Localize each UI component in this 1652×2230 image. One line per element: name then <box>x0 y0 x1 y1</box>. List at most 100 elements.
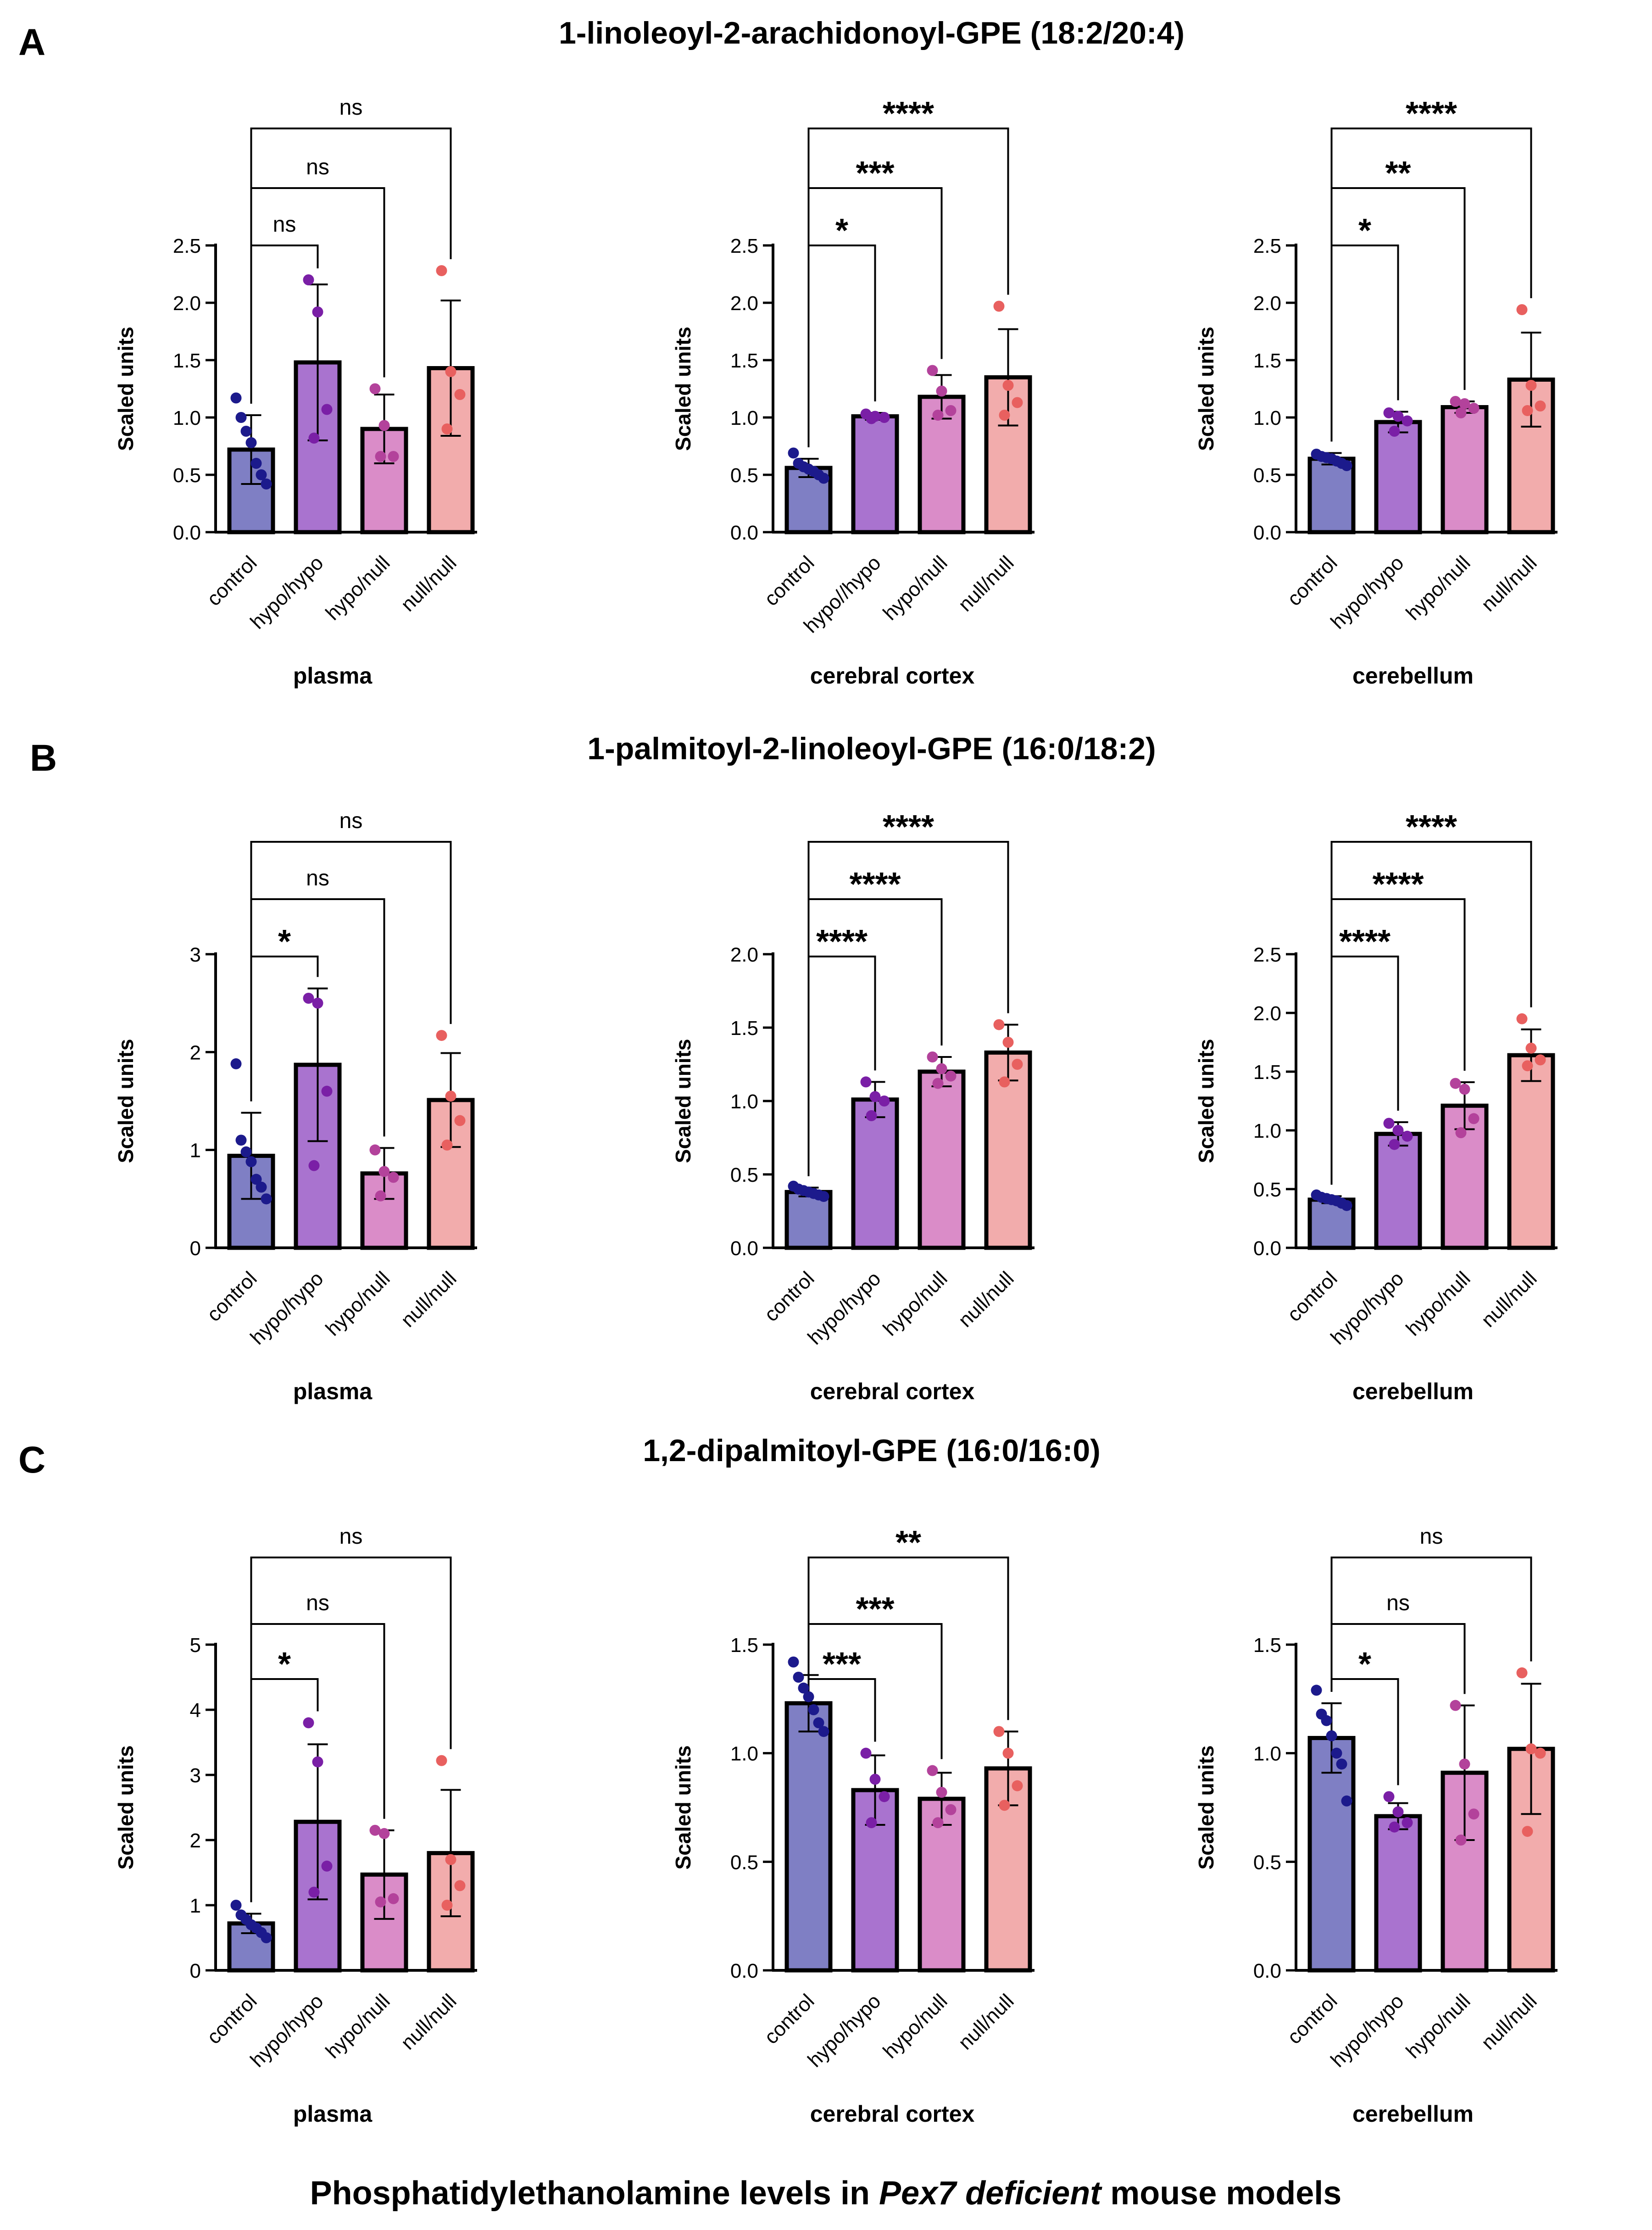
data-point <box>230 392 242 404</box>
tick-label-y: 2.0 <box>1253 1002 1281 1025</box>
significance-label: ns <box>339 1524 363 1549</box>
data-point <box>1522 405 1533 416</box>
tick-label-y: 2.0 <box>730 292 758 315</box>
data-point <box>1392 411 1404 422</box>
tick-label-y: 0.0 <box>730 522 758 544</box>
data-point <box>235 412 247 423</box>
y-axis-label: Scaled units <box>114 1746 138 1870</box>
tick-label-y: 2.5 <box>730 235 758 257</box>
significance-bracket <box>807 128 1009 447</box>
tick-label-y: 1.5 <box>730 1017 758 1040</box>
data-point <box>999 1800 1010 1811</box>
data-point <box>312 997 323 1009</box>
data-point <box>445 366 456 377</box>
data-point <box>245 437 257 448</box>
data-point <box>321 1860 333 1872</box>
significance-label: *** <box>823 1646 861 1683</box>
significance-bracket <box>807 841 1009 1176</box>
data-point <box>436 1030 447 1041</box>
data-point <box>803 1691 814 1702</box>
x-axis-label: cerebellum <box>1352 1379 1474 1404</box>
data-point <box>321 1085 333 1097</box>
data-point <box>312 306 323 317</box>
data-point <box>378 420 390 431</box>
data-point <box>303 1717 314 1729</box>
significance-bracket <box>1330 841 1532 1185</box>
data-point <box>454 1115 466 1126</box>
data-point <box>1389 1821 1400 1833</box>
bar <box>1374 1814 1422 1973</box>
data-point <box>860 1747 872 1759</box>
tick-label-y: 2 <box>190 1830 201 1852</box>
tick-label-y: 0 <box>190 1960 201 1982</box>
data-point <box>993 1019 1005 1030</box>
data-point <box>369 383 381 395</box>
data-point <box>261 478 272 489</box>
tick-label-y: 0 <box>190 1237 201 1260</box>
significance-label: **** <box>816 923 868 960</box>
data-point <box>1450 396 1461 407</box>
panel-title: 1,2-dipalmitoyl-GPE (16:0/16:0) <box>643 1433 1101 1468</box>
data-point <box>1336 1758 1347 1770</box>
data-point <box>1012 1780 1023 1791</box>
y-axis-label: Scaled units <box>1194 327 1218 451</box>
panel-title: 1-linoleoyl-2-arachidonoyl-GPE (18:2/20:… <box>559 16 1185 50</box>
data-point <box>1341 460 1352 471</box>
data-point <box>1392 1125 1404 1136</box>
data-point <box>936 1063 947 1074</box>
tick-label-y: 0.5 <box>730 1851 758 1874</box>
tick-label-y: 1.0 <box>1253 1120 1281 1142</box>
data-point <box>927 1765 938 1776</box>
significance-label: ns <box>1386 1591 1410 1615</box>
data-point <box>945 405 957 416</box>
tick-label-y: 1.0 <box>730 1743 758 1765</box>
significance-label: ns <box>339 809 363 833</box>
x-axis-label: cerebral cortex <box>810 2101 975 2127</box>
tick-label-y: 2 <box>190 1041 201 1064</box>
data-point <box>1402 415 1413 427</box>
data-point <box>869 1091 881 1102</box>
significance-label: ns <box>273 212 296 237</box>
y-axis-label: Scaled units <box>671 327 695 451</box>
tick-label-y: 0.5 <box>1253 1851 1281 1874</box>
data-point <box>256 469 267 480</box>
data-point <box>308 1160 320 1171</box>
data-point <box>1331 1747 1342 1759</box>
bar <box>1441 405 1489 534</box>
data-point <box>454 389 466 400</box>
data-point <box>375 451 386 462</box>
data-point <box>1468 1113 1480 1124</box>
y-axis-label: Scaled units <box>114 327 138 451</box>
tick-label-y: 2.5 <box>173 235 201 257</box>
tick-label-y: 2.5 <box>1253 235 1281 257</box>
significance-label: * <box>1358 1646 1371 1683</box>
tick-label-y: 0.0 <box>1253 1960 1281 1982</box>
data-point <box>303 274 314 285</box>
data-point <box>808 1704 819 1715</box>
tick-label-y: 1 <box>190 1140 201 1162</box>
tick-label-y: 0.0 <box>730 1960 758 1982</box>
data-point <box>1455 1127 1467 1139</box>
x-axis-label: plasma <box>293 663 373 689</box>
tick-label-y: 0.0 <box>173 522 201 544</box>
tick-label-y: 2.0 <box>1253 292 1281 315</box>
data-point <box>1468 403 1480 414</box>
data-point <box>1522 1826 1533 1837</box>
tick-label-y: 2.0 <box>173 292 201 315</box>
data-point <box>1321 1715 1332 1726</box>
x-axis-label: cerebellum <box>1352 663 1474 689</box>
significance-label: **** <box>1406 95 1457 132</box>
data-point <box>879 1096 890 1107</box>
tick-label-y: 0.5 <box>730 1164 758 1186</box>
data-point <box>1450 1700 1461 1711</box>
tick-label-y: 1.5 <box>1253 1634 1281 1657</box>
data-point <box>927 365 938 376</box>
data-point <box>869 1774 881 1785</box>
data-point <box>230 1900 242 1911</box>
y-axis-label: Scaled units <box>671 1746 695 1870</box>
data-point <box>1383 1791 1395 1802</box>
panel-letter: B <box>30 737 57 779</box>
data-point <box>818 1726 829 1737</box>
data-point <box>866 413 877 424</box>
tick-label-y: 1 <box>190 1895 201 1917</box>
